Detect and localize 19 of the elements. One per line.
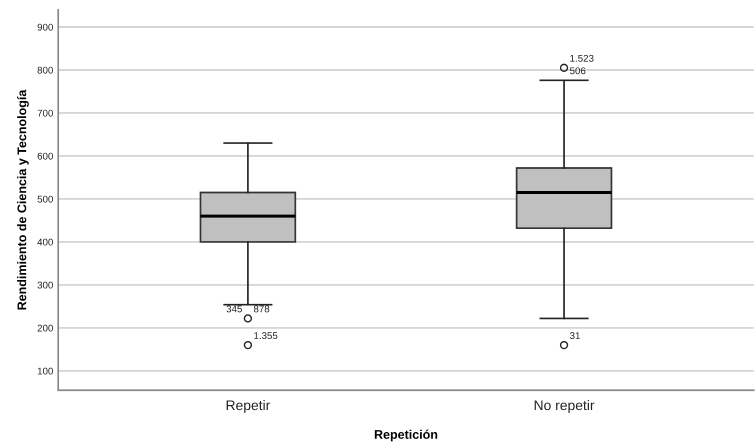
annotation: 1.355 — [254, 332, 278, 340]
annotation: 31 — [570, 332, 580, 340]
y-tick-label: 200 — [38, 324, 53, 332]
x-tick-label: No repetir — [534, 400, 594, 413]
y-tick-label: 500 — [38, 196, 53, 203]
y-tick-label: 700 — [38, 110, 53, 117]
y-tick-label: 300 — [38, 282, 53, 289]
y-tick-label: 600 — [38, 152, 53, 160]
y-axis-title: Rendimiento de Ciencia y Tecnología — [16, 90, 29, 310]
annotation: 878 — [254, 305, 270, 312]
y-tick-label: 800 — [38, 66, 53, 74]
y-tick-label: 400 — [37, 238, 53, 246]
annotation: 345 — [226, 305, 242, 312]
y-tick-label: 900 — [38, 24, 53, 31]
annotation: 1.523 — [570, 54, 594, 62]
x-tick-label: Repetir — [226, 400, 270, 413]
x-axis-title: Repetición — [374, 430, 438, 442]
annotation: 506 — [570, 67, 586, 74]
y-tick-label: 100 — [38, 368, 53, 375]
